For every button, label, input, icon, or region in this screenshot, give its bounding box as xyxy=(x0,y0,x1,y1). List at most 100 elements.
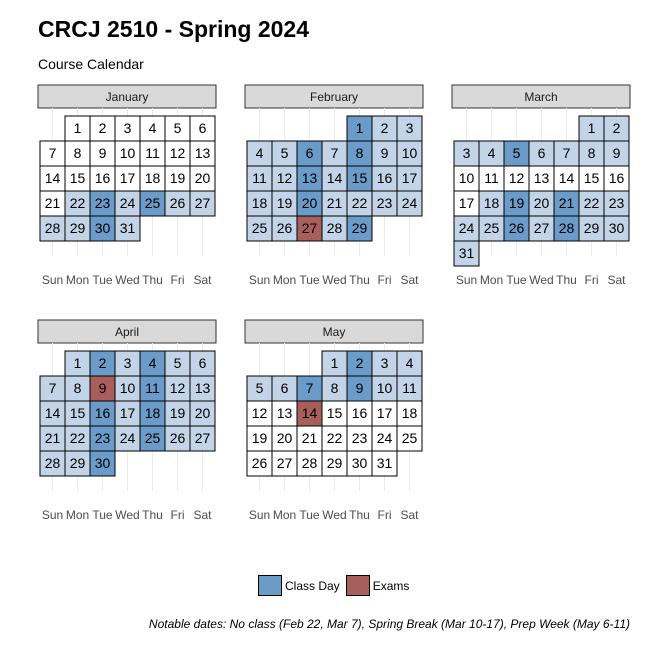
day-label-january-6: 6 xyxy=(199,120,207,136)
day-cell-january-16 xyxy=(89,165,116,192)
weekday-tick-may-sun: Sun xyxy=(249,508,270,522)
day-label-february-19: 19 xyxy=(277,195,293,211)
day-label-march-30: 30 xyxy=(609,220,625,236)
day-label-january-26: 26 xyxy=(170,195,186,211)
day-label-february-26: 26 xyxy=(277,220,293,236)
day-label-may-18: 18 xyxy=(402,405,418,421)
day-label-may-29: 29 xyxy=(327,455,343,471)
day-cell-april-7 xyxy=(39,375,66,402)
weekday-tick-march-sun: Sun xyxy=(456,273,477,287)
day-label-march-2: 2 xyxy=(613,120,621,136)
day-label-march-15: 15 xyxy=(584,170,600,186)
day-label-may-5: 5 xyxy=(256,380,264,396)
weekday-tick-january-fri: Fri xyxy=(171,273,185,287)
day-label-may-6: 6 xyxy=(281,380,289,396)
day-cell-may-21 xyxy=(296,425,323,452)
weekday-tick-february-mon: Mon xyxy=(273,273,296,287)
day-label-february-12: 12 xyxy=(277,170,293,186)
day-cell-may-3 xyxy=(371,350,398,377)
day-cell-april-30 xyxy=(89,450,116,477)
day-label-may-1: 1 xyxy=(331,355,339,371)
day-label-april-12: 12 xyxy=(170,380,186,396)
day-cell-april-19 xyxy=(164,400,191,427)
day-cell-march-11 xyxy=(478,165,505,192)
day-label-may-9: 9 xyxy=(356,380,364,396)
weekday-tick-march-thu: Thu xyxy=(556,273,577,287)
day-label-january-18: 18 xyxy=(145,170,161,186)
day-label-may-25: 25 xyxy=(402,430,418,446)
day-label-march-31: 31 xyxy=(459,245,475,261)
weekday-tick-february-sat: Sat xyxy=(400,273,419,287)
day-cell-february-23 xyxy=(371,190,398,217)
panel-strip-label-february: February xyxy=(310,90,358,104)
day-label-march-11: 11 xyxy=(484,170,499,186)
day-label-april-1: 1 xyxy=(74,355,82,371)
day-cell-january-8 xyxy=(64,140,91,167)
day-cell-february-14 xyxy=(321,165,348,192)
day-label-april-20: 20 xyxy=(195,405,211,421)
day-cell-april-29 xyxy=(64,450,91,477)
day-label-may-16: 16 xyxy=(352,405,368,421)
day-cell-march-28 xyxy=(553,215,580,242)
weekday-tick-may-fri: Fri xyxy=(378,508,392,522)
day-cell-february-25 xyxy=(246,215,273,242)
day-label-january-23: 23 xyxy=(95,195,111,211)
day-cell-january-31 xyxy=(114,215,141,242)
day-label-february-9: 9 xyxy=(381,145,389,161)
day-cell-may-6 xyxy=(271,375,298,402)
day-label-january-5: 5 xyxy=(174,120,182,136)
day-cell-february-12 xyxy=(271,165,298,192)
day-cell-january-4 xyxy=(139,115,166,142)
day-label-march-29: 29 xyxy=(584,220,600,236)
day-label-march-4: 4 xyxy=(488,145,496,161)
weekday-tick-march-sat: Sat xyxy=(607,273,626,287)
day-cell-january-21 xyxy=(39,190,66,217)
day-label-april-7: 7 xyxy=(49,380,57,396)
weekday-tick-april-thu: Thu xyxy=(142,508,163,522)
day-label-may-17: 17 xyxy=(377,405,393,421)
day-cell-february-24 xyxy=(396,190,423,217)
day-label-may-10: 10 xyxy=(377,380,393,396)
day-cell-april-9 xyxy=(89,375,116,402)
legend-label-class-day: Class Day xyxy=(285,578,340,593)
day-label-may-11: 11 xyxy=(402,380,417,396)
day-cell-march-5 xyxy=(503,140,530,167)
legend-swatch-class-day xyxy=(258,575,282,596)
day-cell-january-11 xyxy=(139,140,166,167)
day-label-april-16: 16 xyxy=(95,405,111,421)
chart-caption: Notable dates: No class (Feb 22, Mar 7),… xyxy=(148,617,630,631)
day-cell-april-10 xyxy=(114,375,141,402)
weekday-tick-march-mon: Mon xyxy=(480,273,503,287)
day-label-march-22: 22 xyxy=(584,195,600,211)
day-label-january-25: 25 xyxy=(145,195,161,211)
weekday-tick-january-thu: Thu xyxy=(142,273,163,287)
weekday-tick-april-fri: Fri xyxy=(171,508,185,522)
day-cell-april-28 xyxy=(39,450,66,477)
day-cell-february-13 xyxy=(296,165,323,192)
day-label-april-22: 22 xyxy=(70,430,86,446)
day-cell-january-25 xyxy=(139,190,166,217)
day-cell-may-9 xyxy=(346,375,373,402)
day-cell-may-23 xyxy=(346,425,373,452)
day-cell-january-27 xyxy=(189,190,216,217)
day-cell-february-3 xyxy=(396,115,423,142)
day-cell-february-18 xyxy=(246,190,273,217)
panel-strip-label-january: January xyxy=(106,90,149,104)
day-label-february-10: 10 xyxy=(402,145,418,161)
day-cell-march-6 xyxy=(528,140,555,167)
day-label-january-7: 7 xyxy=(49,145,57,161)
day-cell-january-29 xyxy=(64,215,91,242)
day-cell-march-19 xyxy=(503,190,530,217)
day-cell-april-11 xyxy=(139,375,166,402)
day-label-march-14: 14 xyxy=(559,170,575,186)
day-label-may-31: 31 xyxy=(377,455,393,471)
day-label-february-29: 29 xyxy=(352,220,368,236)
panel-strip-label-may: May xyxy=(323,325,346,339)
day-label-march-10: 10 xyxy=(459,170,475,186)
day-label-march-23: 23 xyxy=(609,195,625,211)
day-cell-april-15 xyxy=(64,400,91,427)
weekday-tick-february-wed: Wed xyxy=(322,273,346,287)
day-cell-january-26 xyxy=(164,190,191,217)
day-cell-may-31 xyxy=(371,450,398,477)
